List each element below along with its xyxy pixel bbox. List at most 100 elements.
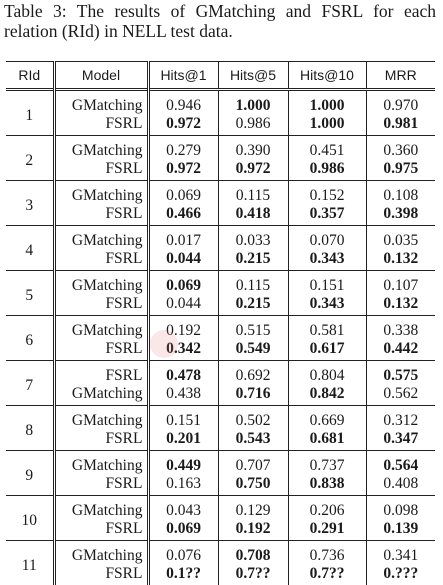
table-caption: Table 3: The results of GMatching and FS… — [4, 1, 436, 41]
hits10-cell: 0.838 — [288, 474, 366, 496]
hits1-cell: 0.466 — [148, 204, 218, 226]
hits10-cell: 0.736 — [288, 541, 366, 565]
hits5-cell: 0.502 — [218, 406, 288, 430]
hits1-cell: 0.972 — [148, 114, 218, 136]
model-cell: GMatching — [54, 90, 148, 115]
mrr-cell: 0.338 — [366, 316, 435, 340]
model-cell: GMatching — [54, 271, 148, 295]
hits1-cell: 0.076 — [148, 541, 218, 565]
hits1-cell: 0.069 — [148, 519, 218, 541]
hits5-cell: 0.115 — [218, 181, 288, 205]
model-cell: FSRL — [54, 519, 148, 541]
hits5-cell: 0.033 — [218, 226, 288, 250]
hits5-cell: 0.707 — [218, 451, 288, 475]
header-model: Model — [54, 62, 148, 90]
mrr-cell: 0.132 — [366, 249, 435, 271]
hits10-cell: 0.070 — [288, 226, 366, 250]
rid-cell: 5 — [6, 271, 54, 316]
hits10-cell: 0.581 — [288, 316, 366, 340]
mrr-cell: 0.975 — [366, 159, 435, 181]
model-cell: GMatching — [54, 316, 148, 340]
hits5-cell: 0.750 — [218, 474, 288, 496]
model-cell: FSRL — [54, 294, 148, 316]
hits1-cell: 0.279 — [148, 136, 218, 160]
hits5-cell: 0.115 — [218, 271, 288, 295]
mrr-cell: 0.575 — [366, 361, 435, 385]
model-cell: FSRL — [54, 474, 148, 496]
model-cell: FSRL — [54, 361, 148, 385]
hits1-cell: 0.044 — [148, 249, 218, 271]
rid-cell: 7 — [6, 361, 54, 406]
hits1-cell: 0.151 — [148, 406, 218, 430]
mrr-cell: 0.347 — [366, 429, 435, 451]
model-cell: GMatching — [54, 451, 148, 475]
hits10-cell: 0.291 — [288, 519, 366, 541]
model-cell: FSRL — [54, 339, 148, 361]
rid-cell: 11 — [6, 541, 54, 585]
header-rid: RId — [6, 62, 54, 90]
model-cell: GMatching — [54, 541, 148, 565]
hits5-cell: 1.000 — [218, 90, 288, 115]
header-hits5: Hits@5 — [218, 62, 288, 90]
mrr-cell: 0.981 — [366, 114, 435, 136]
hits10-cell: 0.343 — [288, 249, 366, 271]
rid-cell: 6 — [6, 316, 54, 361]
model-cell: GMatching — [54, 406, 148, 430]
mrr-cell: 0.970 — [366, 90, 435, 115]
mrr-cell: 0.312 — [366, 406, 435, 430]
mrr-cell: 0.442 — [366, 339, 435, 361]
mrr-cell: 0.408 — [366, 474, 435, 496]
hits1-cell: 0.438 — [148, 384, 218, 406]
hits10-cell: 0.7?? — [288, 564, 366, 585]
mrr-cell: 0.098 — [366, 496, 435, 520]
hits10-cell: 0.737 — [288, 451, 366, 475]
hits1-cell: 0.478 — [148, 361, 218, 385]
hits10-cell: 1.000 — [288, 90, 366, 115]
hits1-cell: 0.017 — [148, 226, 218, 250]
hits5-cell: 0.7?? — [218, 564, 288, 585]
model-cell: GMatching — [54, 226, 148, 250]
mrr-cell: 0.139 — [366, 519, 435, 541]
mrr-cell: 0.564 — [366, 451, 435, 475]
hits5-cell: 0.129 — [218, 496, 288, 520]
hits5-cell: 0.986 — [218, 114, 288, 136]
hits5-cell: 0.215 — [218, 249, 288, 271]
hits1-cell: 0.449 — [148, 451, 218, 475]
header-mrr: MRR — [366, 62, 435, 90]
hits10-cell: 1.000 — [288, 114, 366, 136]
mrr-cell: 0.107 — [366, 271, 435, 295]
model-cell: GMatching — [54, 136, 148, 160]
model-cell: FSRL — [54, 429, 148, 451]
model-cell: FSRL — [54, 249, 148, 271]
hits10-cell: 0.451 — [288, 136, 366, 160]
rid-cell: 8 — [6, 406, 54, 451]
model-cell: FSRL — [54, 159, 148, 181]
mrr-cell: 0.108 — [366, 181, 435, 205]
model-cell: FSRL — [54, 204, 148, 226]
hits10-cell: 0.669 — [288, 406, 366, 430]
hits10-cell: 0.357 — [288, 204, 366, 226]
mrr-cell: 0.341 — [366, 541, 435, 565]
rid-cell: 2 — [6, 136, 54, 181]
header-hits1: Hits@1 — [148, 62, 218, 90]
